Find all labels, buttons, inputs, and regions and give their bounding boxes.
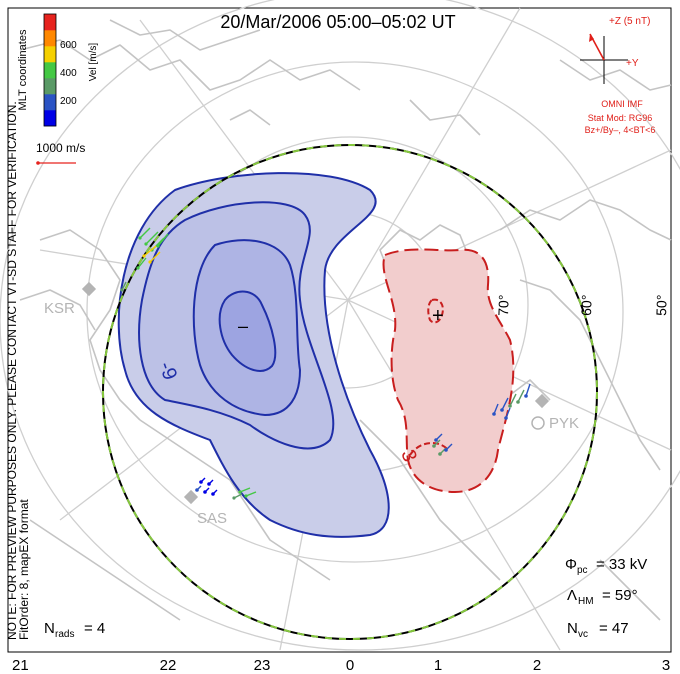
- station-marker-icon: [81, 281, 97, 297]
- contour-label-min: –: [238, 316, 248, 336]
- station-pyk: PYK: [531, 393, 579, 432]
- contour-label-max: +: [432, 305, 444, 327]
- colorbar-cell: [44, 46, 56, 63]
- imf-y-label: +Y: [626, 58, 639, 69]
- colorbar-cell: [44, 62, 56, 79]
- coastlines: [19, 19, 672, 621]
- velocity-vectors-ksr: [120, 227, 169, 292]
- imf-model-line2: Bz+/By–, 4<BT<6: [585, 125, 656, 135]
- mlt-tick-23: 23: [254, 657, 271, 674]
- mlt-tick-0: 0: [346, 657, 354, 674]
- n-vc-sub: vc: [578, 629, 588, 640]
- colorbar-tick-600: 600: [60, 40, 77, 51]
- velocity-vectors-sas: [195, 477, 257, 500]
- station-marker-icon: [183, 489, 199, 505]
- imf-z-label: +Z (5 nT): [609, 16, 650, 27]
- n-rads-value: = 4: [84, 620, 105, 637]
- phi-pc-symbol: Φ: [565, 556, 577, 573]
- mlt-tick-21: 21: [12, 657, 29, 674]
- n-rads-symbol: N: [44, 620, 55, 637]
- lambda-hm-symbol: Λ: [567, 587, 577, 604]
- vector-scale-label: 1000 m/s: [36, 141, 85, 155]
- colorbar-cell: [44, 30, 56, 47]
- fit-order-note: FitOrder: 8, mapEX format: [17, 499, 31, 640]
- station-label-pyk: PYK: [549, 415, 579, 432]
- station-label-sas: SAS: [197, 510, 227, 527]
- mlt-tick-1: 1: [434, 657, 442, 674]
- station-marker-icon: [534, 393, 550, 409]
- colorbar-label: Vel [m/s]: [88, 43, 99, 82]
- imf-source: OMNI IMF: [601, 99, 643, 109]
- colorbar-cell: [44, 14, 56, 31]
- station-ksr: KSR: [44, 281, 97, 317]
- colorbar-cell: [44, 78, 56, 95]
- imf-model-line1: Stat Mod: RG96: [588, 113, 653, 123]
- lat-label-70: 70°: [495, 294, 512, 316]
- plot-frame: [7, 7, 672, 653]
- velocity-vectors-pyk: [432, 383, 531, 456]
- lat-label-50: 50°: [653, 294, 670, 316]
- lambda-hm-value: = 59°: [602, 587, 638, 604]
- mlt-tick-3: 3: [662, 657, 670, 674]
- imf-clock: +Z (5 nT) +Y OMNI IMF Stat Mod: RG96 Bz+…: [580, 16, 655, 135]
- station-sas: SAS: [183, 489, 227, 527]
- station-circle-icon: [531, 416, 545, 430]
- stat-phi-pc: Φ pc = 33 kV: [565, 556, 647, 576]
- n-vc-symbol: N: [567, 620, 578, 637]
- colorbar-tick-200: 200: [60, 96, 77, 107]
- imf-arrow-icon: [589, 34, 594, 42]
- colorbar-cell: [44, 94, 56, 111]
- map-title: 20/Mar/2006 05:00–05:02 UT: [220, 12, 455, 32]
- station-label-ksr: KSR: [44, 300, 75, 317]
- vector-scale: 1000 m/s: [36, 141, 85, 165]
- n-rads-sub: rads: [55, 629, 74, 640]
- lat-label-60: 60°: [578, 294, 595, 316]
- colorbar-tick-400: 400: [60, 68, 77, 79]
- stat-n-vc: N vc = 47: [567, 620, 629, 640]
- phi-pc-sub: pc: [577, 565, 588, 576]
- negative-cell: [117, 172, 390, 538]
- mlt-axis: 21 22 23 0 1 2 3: [12, 657, 670, 674]
- stat-n-rads: N rads = 4: [44, 620, 105, 640]
- lambda-hm-sub: HM: [578, 596, 594, 607]
- mlt-tick-2: 2: [533, 657, 541, 674]
- coord-system-label: MLT coordinates: [17, 29, 29, 110]
- geo-grid: [0, 0, 680, 651]
- n-vc-value: = 47: [599, 620, 629, 637]
- preview-note: NOTE: FOR PREVIEW PURPOSES ONLY. PLEASE …: [5, 101, 19, 640]
- hm-boundary: [102, 144, 598, 640]
- stat-lambda-hm: Λ HM = 59°: [567, 587, 638, 607]
- colorbar: 600 400 200 Vel [m/s]: [43, 13, 99, 127]
- phi-pc-value: = 33 kV: [596, 556, 647, 573]
- colorbar-cell: [44, 110, 56, 127]
- mlt-tick-22: 22: [160, 657, 177, 674]
